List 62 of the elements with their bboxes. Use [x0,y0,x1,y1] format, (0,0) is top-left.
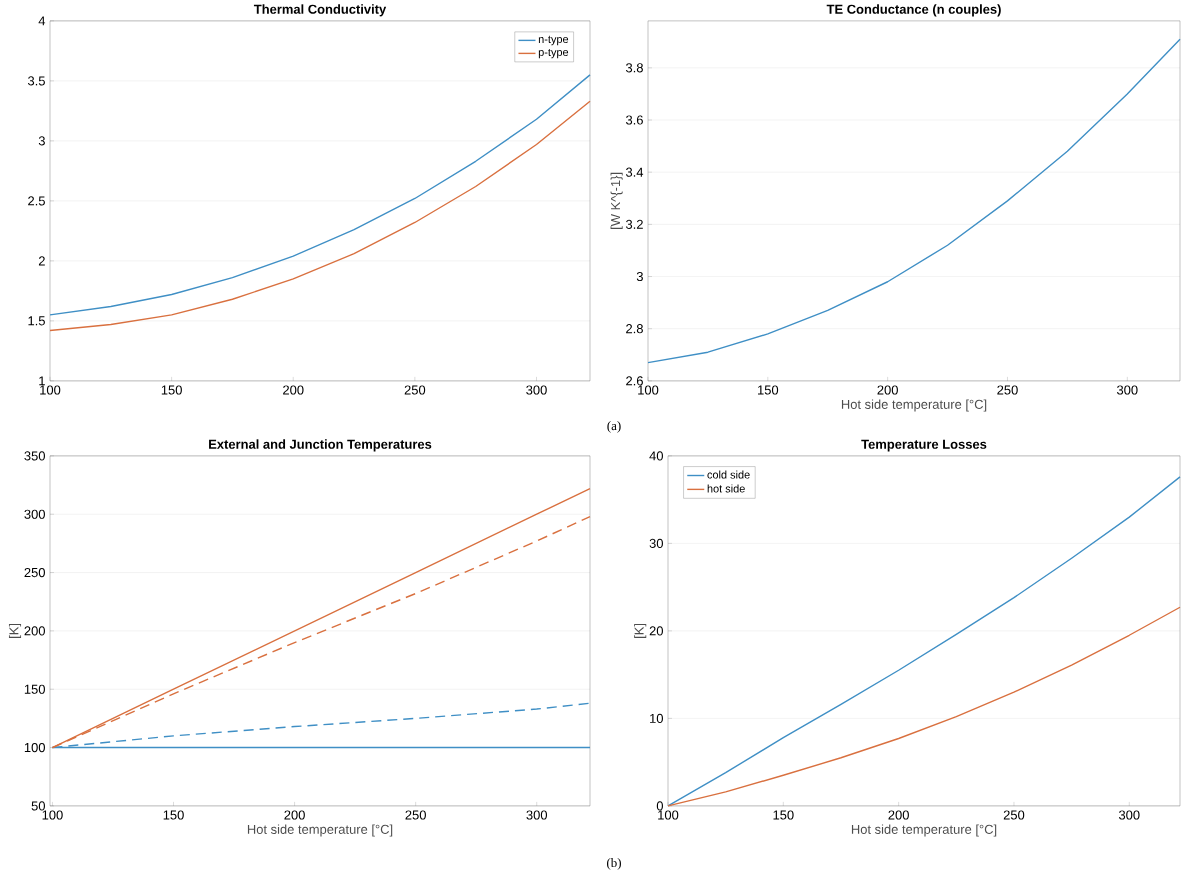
y-tick-label: 100 [24,743,45,753]
y-tick-label: 20 [649,626,663,636]
y-tick-label: 300 [24,509,45,519]
y-tick-label: 2.6 [626,376,643,386]
y-tick-label: 350 [24,451,45,461]
legend-label: cold side [707,470,750,479]
y-tick-label: 30 [649,538,663,549]
x-tick-label: 300 [526,810,548,820]
line-series [49,100,591,332]
x-tick-label: 300 [1118,810,1140,820]
legend-label: p-type [538,48,569,59]
x-tick-label: 250 [1003,810,1025,820]
y-tick-label: 3.5 [27,76,45,86]
x-axis-title: Hot side temperature [°C] [841,399,987,412]
y-axis-title: [K] [8,623,22,638]
x-tick-label: 200 [284,810,305,820]
y-tick-label: 3.2 [625,219,643,230]
line-series [647,38,1181,364]
y-tick-label: 250 [24,568,45,578]
x-tick-label: 150 [773,810,794,820]
y-tick-label: 3 [38,136,45,146]
y-tick-label: 1.5 [28,316,45,326]
x-tick-label: 150 [161,385,182,395]
chart-title: External and Junction Temperatures [209,439,432,452]
legend-label: n-type [538,35,569,46]
y-tick-label: 10 [650,713,663,724]
y-tick-label: 40 [649,451,663,461]
x-tick-label: 300 [526,385,547,395]
y-tick-label: 200 [24,626,45,636]
y-tick-label: 3.8 [625,63,643,73]
legend-label: hot side [707,484,745,493]
x-tick-label: 200 [888,810,909,820]
x-axis-title: Hot side temperature [°C] [247,824,393,837]
x-tick-label: 250 [997,385,1018,395]
y-tick-label: 4 [38,16,46,26]
chart-title: Thermal Conductivity [253,4,387,17]
chart-title: TE Conductance (n couples) [826,4,1001,17]
y-tick-label: 0 [656,801,663,811]
y-axis-title: [W K^{-1}] [610,172,623,229]
y-tick-label: 2.5 [28,196,45,206]
x-tick-label: 150 [758,385,779,395]
chart-title: Temperature Losses [861,439,987,452]
x-tick-label: 100 [658,810,679,820]
y-axis-title: [K] [634,623,647,638]
y-tick-label: 2.8 [626,324,643,334]
y-tick-label: 3.4 [625,167,644,177]
x-tick-label: 200 [877,385,898,395]
y-tick-label: 2 [38,256,45,266]
x-tick-label: 250 [404,385,426,395]
x-axis-title: Hot side temperature [°C] [851,824,997,837]
x-tick-label: 200 [283,385,304,395]
text: (b) [607,858,621,870]
y-tick-label: 3.6 [625,115,643,125]
y-tick-label: 3 [636,272,643,282]
y-tick-label: 1 [39,376,45,386]
x-tick-label: 250 [405,810,426,820]
x-tick-label: 150 [163,810,184,820]
x-tick-label: 300 [1116,385,1138,395]
y-tick-label: 150 [24,684,45,694]
text: (a) [607,421,621,433]
y-tick-label: 50 [31,801,45,811]
line-series [49,74,591,316]
